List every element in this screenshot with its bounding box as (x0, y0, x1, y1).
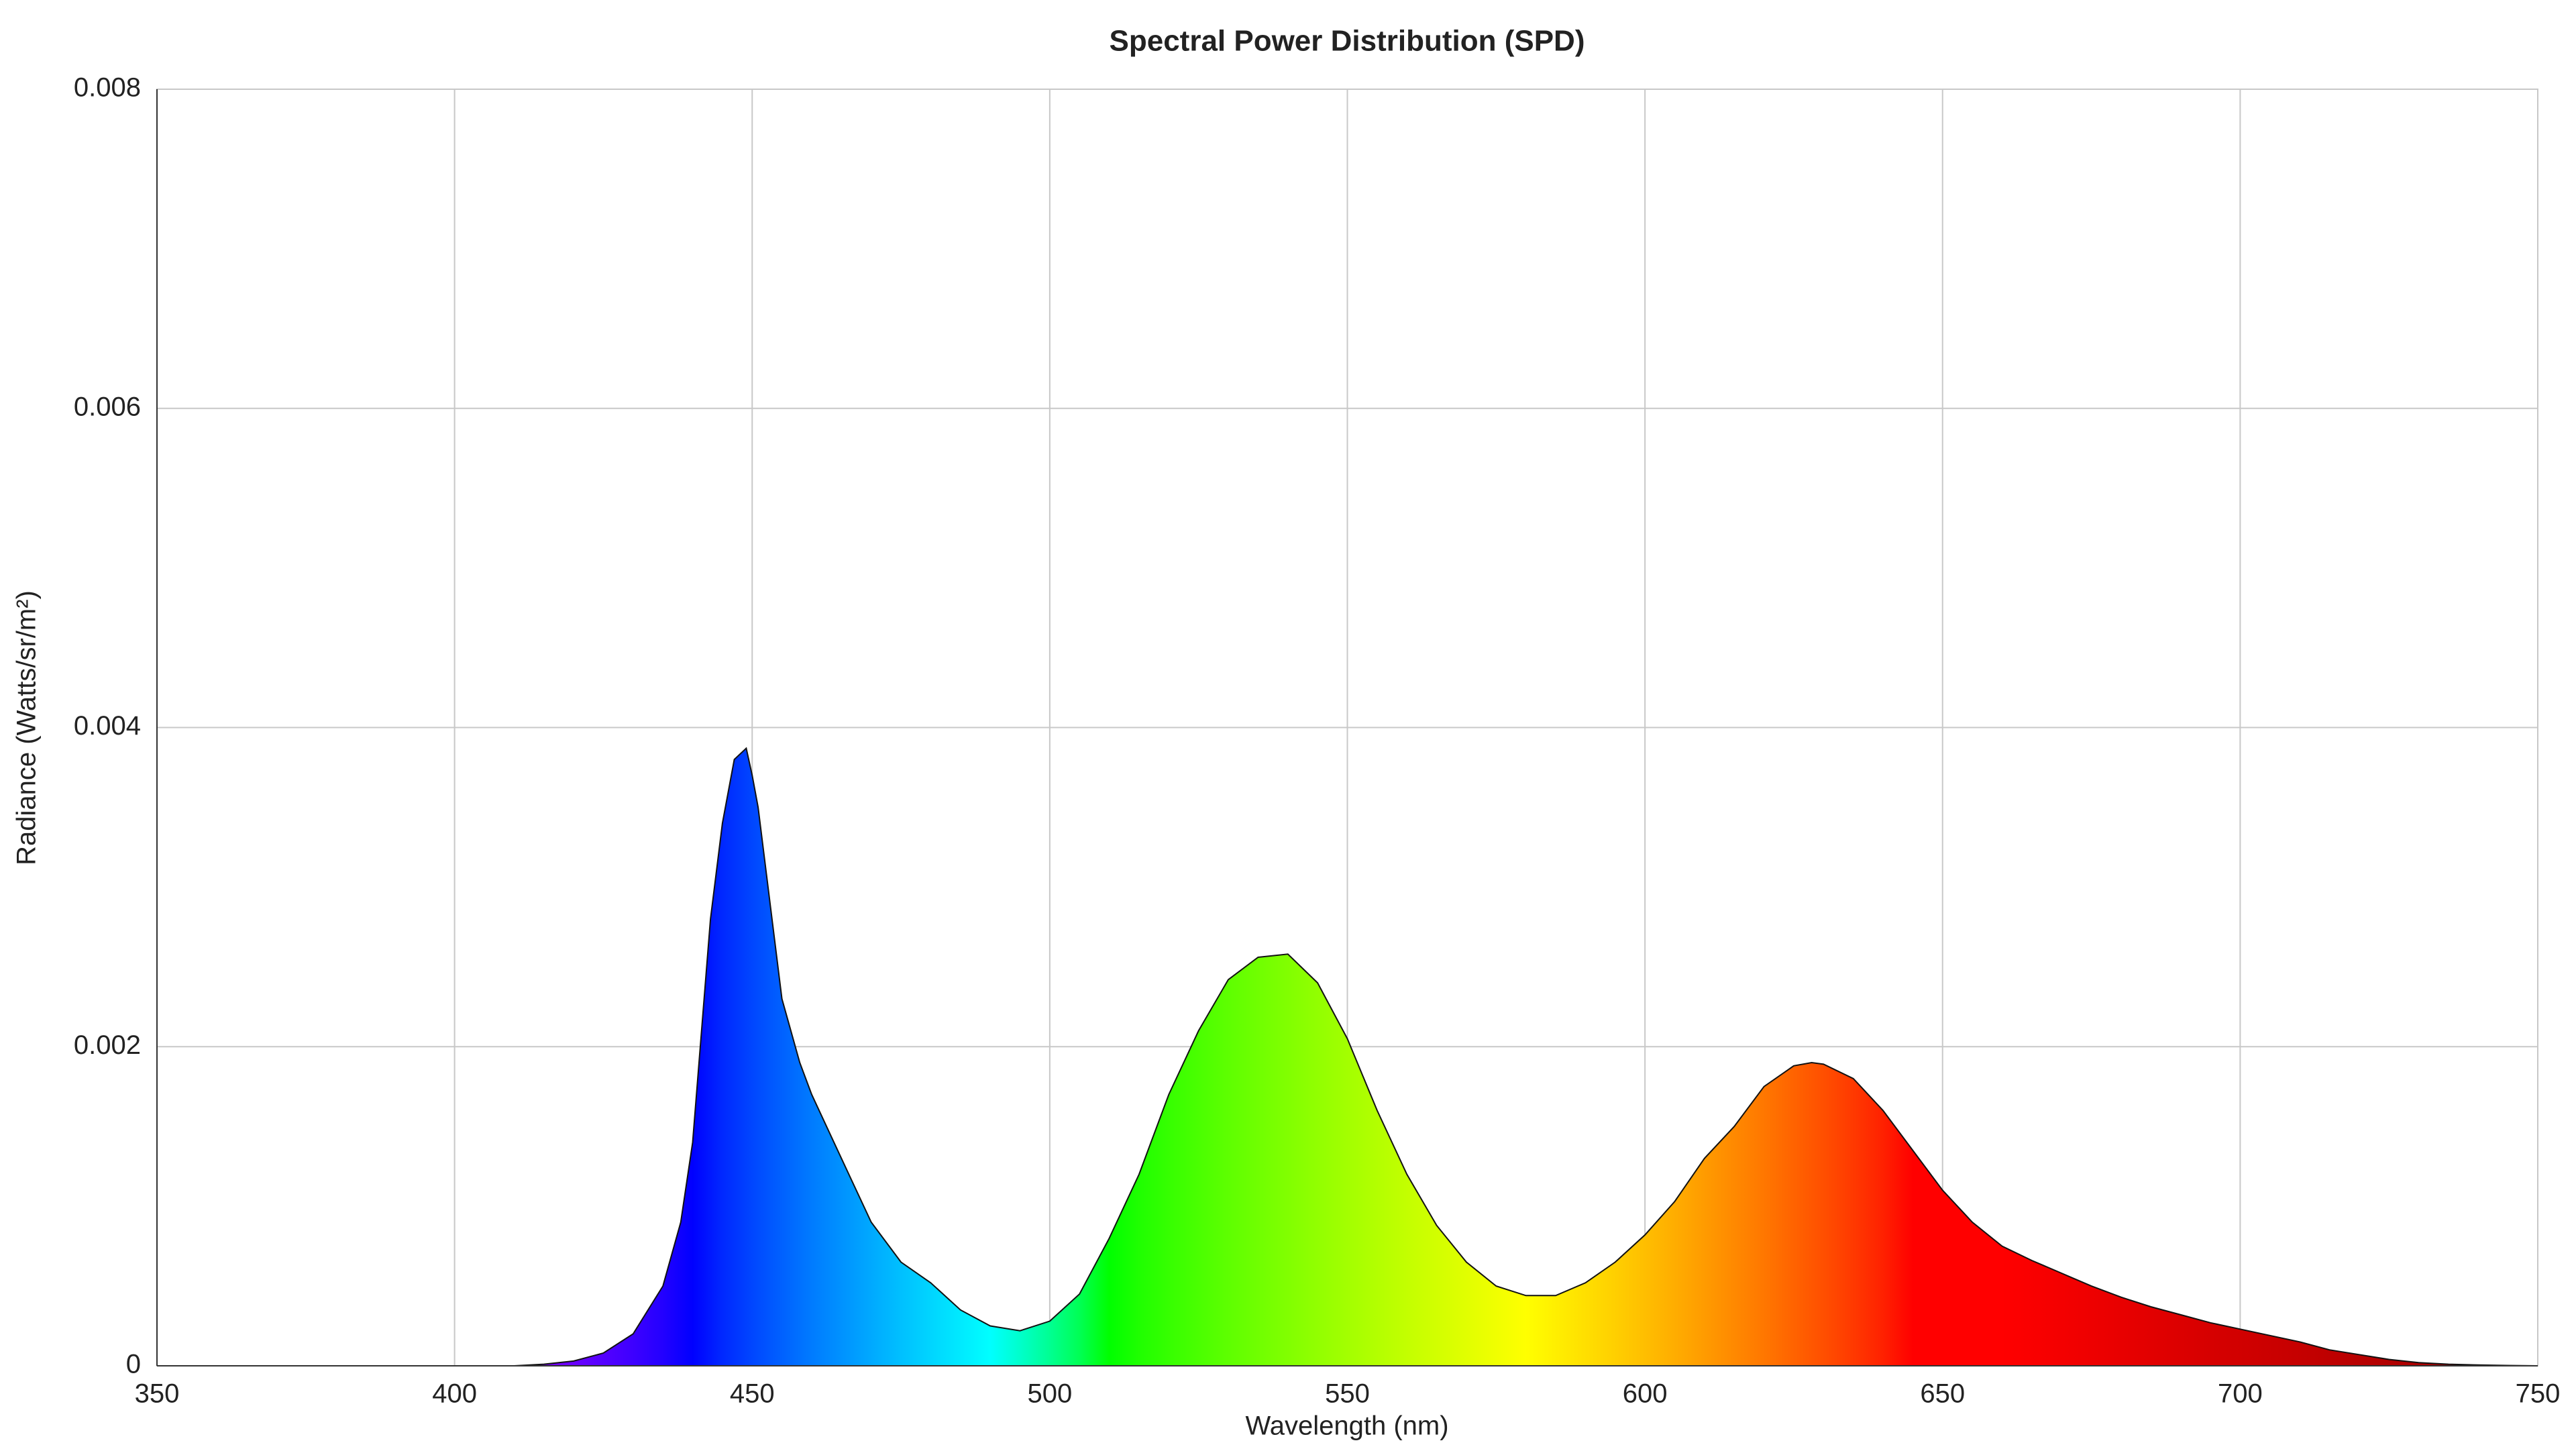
y-tick-label: 0.006 (74, 392, 141, 421)
x-tick-label: 550 (1325, 1379, 1370, 1409)
x-tick-label: 500 (1028, 1379, 1073, 1409)
y-axis-label: Radiance (Watts/sr/m²) (12, 590, 42, 865)
x-tick-label: 700 (2218, 1379, 2263, 1409)
x-tick-label: 750 (2516, 1379, 2561, 1409)
x-tick-label: 600 (1623, 1379, 1668, 1409)
x-tick-label: 400 (432, 1379, 477, 1409)
y-tick-label: 0.008 (74, 73, 141, 103)
spectrum-area (157, 747, 2538, 1366)
x-tick-label: 350 (135, 1379, 180, 1409)
chart-title: Spectral Power Distribution (SPD) (1110, 25, 1585, 58)
x-tick-label: 450 (730, 1379, 775, 1409)
y-tick-label: 0 (126, 1350, 141, 1379)
x-tick-label: 650 (1920, 1379, 1965, 1409)
y-tick-label: 0.004 (74, 711, 141, 741)
y-tick-label: 0.002 (74, 1030, 141, 1060)
x-axis-label: Wavelength (nm) (1245, 1411, 1448, 1441)
